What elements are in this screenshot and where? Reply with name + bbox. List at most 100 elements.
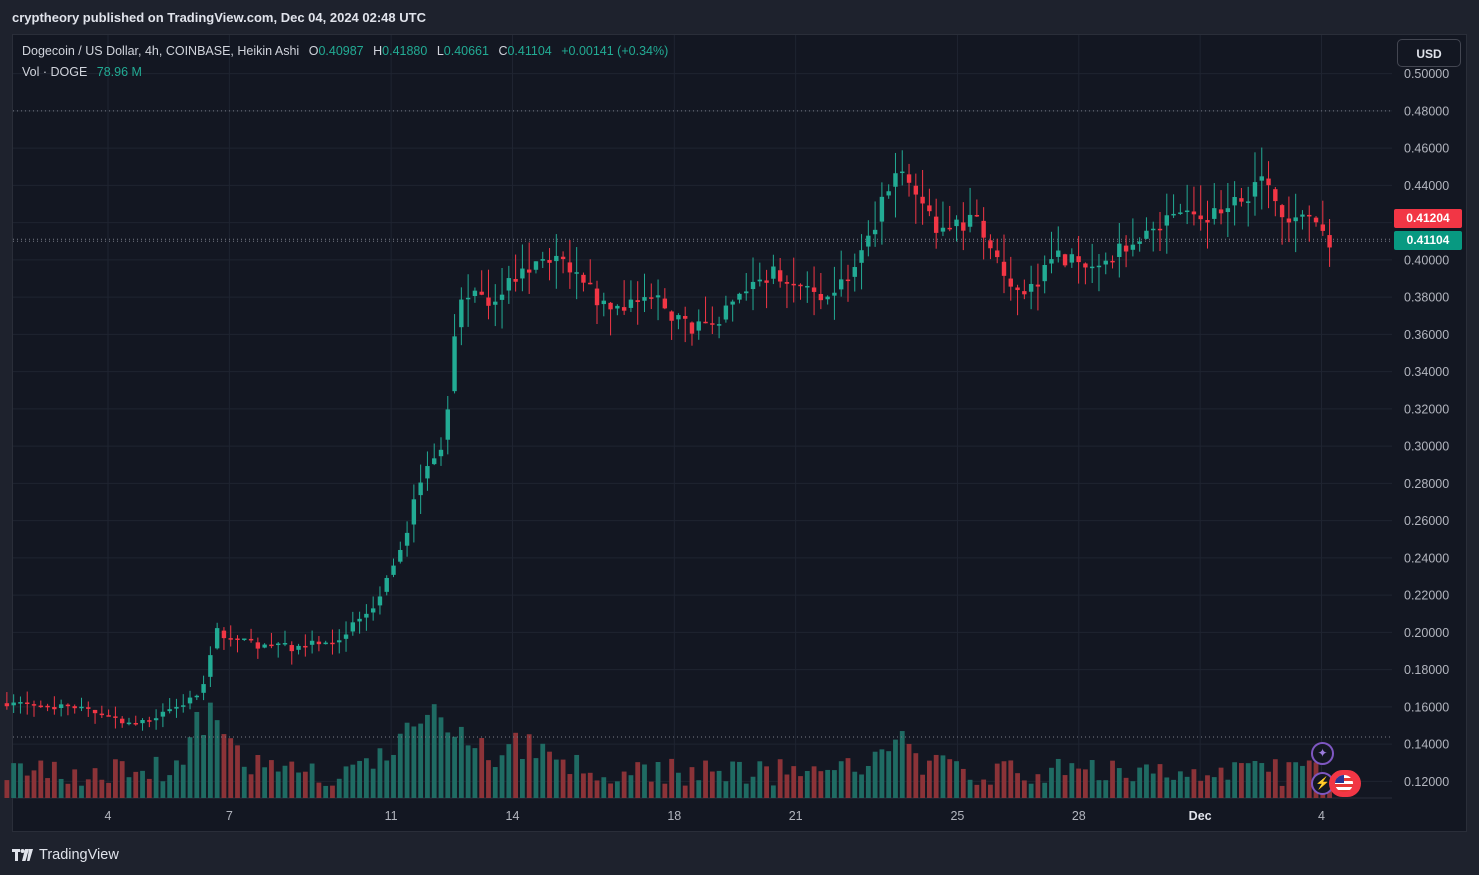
candle-body	[11, 702, 16, 706]
volume-bar	[323, 785, 329, 798]
candle-body	[418, 482, 423, 496]
candle-body	[1076, 256, 1081, 263]
time-axis[interactable]: 4 7 11 14 18 21 25 28 Dec 4	[105, 809, 1326, 823]
candle-body	[337, 640, 342, 643]
volume-bar	[730, 761, 736, 798]
candle-body	[214, 628, 220, 649]
price-tick-label: 0.26000	[1404, 514, 1449, 528]
volume-bar	[146, 778, 152, 798]
lightning-icon[interactable]: ⚡	[1311, 772, 1334, 795]
volume-bar	[784, 774, 790, 798]
volume-bar	[1008, 760, 1014, 798]
volume-bar	[99, 779, 105, 798]
prev-close-price-label: 0.41204	[1394, 209, 1462, 228]
candle-body	[167, 709, 172, 712]
volume-bar	[438, 717, 444, 798]
volume-bar	[472, 748, 478, 798]
candle-body	[303, 645, 308, 648]
volume-label[interactable]: Vol · DOGE	[22, 65, 88, 79]
candle-body	[560, 256, 566, 260]
volume-bar	[601, 777, 607, 798]
volume-bar	[1177, 771, 1183, 798]
volume-bar	[567, 774, 573, 798]
volume-bar	[336, 778, 342, 798]
change-value: +0.00141 (+0.34%)	[561, 44, 669, 58]
chart-panel[interactable]	[12, 34, 1467, 832]
candle-body	[1130, 244, 1136, 250]
volume-bar	[798, 776, 803, 798]
candle-body	[25, 702, 30, 705]
price-tick-label: 0.48000	[1404, 104, 1449, 118]
candle-body	[438, 449, 444, 457]
volume-bar	[1089, 760, 1095, 798]
volume-bar	[262, 767, 268, 798]
volume-bar	[920, 774, 926, 798]
candle-body	[1089, 266, 1095, 269]
volume-bar	[818, 771, 824, 798]
candle-body	[696, 321, 701, 331]
candle-body	[954, 219, 959, 227]
volume-bar	[913, 753, 919, 798]
candle-body	[750, 281, 756, 290]
close-label: C	[498, 44, 508, 58]
volume-bar	[954, 761, 959, 798]
candle-body	[906, 174, 912, 183]
volume-bar	[458, 726, 464, 798]
volume-bar	[391, 754, 396, 798]
volume-bar	[981, 779, 987, 798]
candle-body	[825, 296, 830, 300]
volume-bar	[750, 776, 756, 798]
candle-body	[1042, 265, 1047, 282]
candle-body	[58, 704, 64, 709]
volume-bar	[1300, 765, 1305, 798]
high-value: 0.41880	[382, 44, 428, 58]
candle-body	[242, 638, 247, 640]
candle-body	[818, 293, 824, 301]
price-tick-label: 0.16000	[1404, 700, 1449, 714]
candle-body	[31, 704, 37, 706]
candle-body	[1252, 182, 1258, 197]
candle-body	[893, 173, 898, 187]
candle-body	[872, 229, 878, 235]
star-icon[interactable]: ✦	[1311, 742, 1334, 765]
currency-button[interactable]: USD	[1397, 39, 1461, 67]
volume-bar	[859, 774, 864, 798]
candle-body	[79, 706, 84, 709]
tradingview-logo-text[interactable]: TradingView	[39, 847, 119, 863]
volume-bar	[201, 734, 206, 798]
candle-body	[1137, 241, 1142, 244]
symbol-title[interactable]: Dogecoin / US Dollar, 4h, COINBASE, Heik…	[22, 44, 300, 58]
candle-body	[900, 171, 905, 174]
volume-bar	[1062, 775, 1068, 798]
price-tick-label: 0.14000	[1404, 738, 1449, 752]
volume-bar	[1293, 762, 1299, 798]
price-tick-label: 0.22000	[1404, 589, 1449, 603]
candle-body	[479, 291, 484, 295]
time-tick-label: 4	[105, 809, 112, 823]
candle-body	[1232, 196, 1237, 206]
volume-bar	[1123, 777, 1129, 798]
volume-bar	[960, 768, 966, 798]
candle-body	[737, 293, 742, 300]
candle-body	[18, 702, 23, 704]
volume-bar	[92, 768, 98, 798]
volume-bar	[899, 731, 905, 798]
volume-bar	[587, 772, 593, 798]
volume-bar	[764, 766, 769, 798]
volume-bar	[1286, 762, 1292, 798]
candle-body	[1307, 214, 1312, 217]
candle-body	[472, 290, 478, 297]
candle-body	[967, 214, 973, 227]
us-flag-icon[interactable]	[1329, 770, 1361, 797]
volume-bar	[248, 774, 254, 798]
candle-body	[1015, 287, 1020, 291]
candle-body	[940, 227, 946, 232]
volume-bar	[31, 770, 37, 798]
volume-bar	[635, 762, 641, 798]
volume-bar	[1076, 768, 1082, 798]
volume-bar	[533, 758, 539, 798]
price-axis[interactable]: 0.500000.480000.460000.440000.420000.400…	[1404, 67, 1449, 789]
candle-body	[920, 196, 925, 204]
candle-body	[1191, 211, 1197, 215]
